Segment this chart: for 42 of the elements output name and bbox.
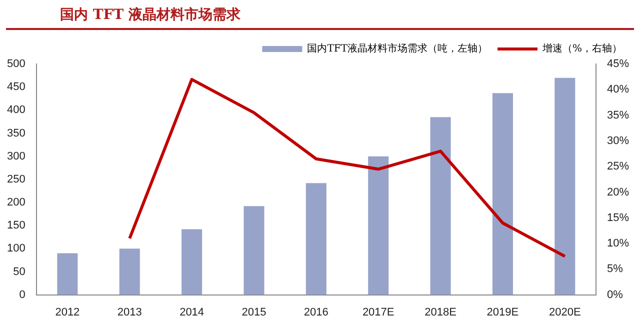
y2-tick-label: 20% [606,186,630,198]
y-tick-label: 250 [6,173,26,186]
y-tick-label: 100 [6,242,26,255]
bar [554,78,576,295]
y2-tick-label: 0% [606,288,624,301]
x-tick-label: 2013 [117,306,142,318]
y-tick-label: 350 [6,127,26,140]
y-tick-label: 500 [6,58,26,70]
y-tick-label: 450 [6,81,26,94]
x-tick-label: 2015 [242,306,266,318]
y-tick-label: 300 [6,150,26,162]
y-tick-label: 50 [13,266,26,278]
y2-tick-label: 15% [606,212,630,224]
bar [57,253,78,295]
y2-tick-label: 35% [606,109,630,122]
x-tick-label: 2016 [304,306,328,318]
x-tick-label: 2020E [548,306,581,318]
bar [430,117,451,295]
x-tick-label: 2014 [180,306,204,318]
y-tick-label: 200 [6,196,26,209]
x-tick-label: 2012 [55,306,80,318]
y2-tick-label: 25% [606,160,630,173]
y2-tick-label: 5% [606,263,624,276]
y-tick-label: 150 [6,220,26,232]
y2-tick-label: 40% [606,84,630,96]
y-tick-label: 400 [6,104,26,116]
legend-label: 增速（%，右轴） [542,42,622,55]
y-tick-label: 0 [19,288,26,301]
bar [182,229,202,295]
y2-tick-label: 30% [606,134,630,147]
bar [368,156,389,295]
chart-title: 国内 TFT 液晶材料市场需求 [60,6,241,24]
bar [492,93,513,295]
bar [119,248,140,295]
x-tick-label: 2017E [362,306,394,318]
y2-tick-label: 45% [606,58,630,70]
bar [244,206,264,295]
bar [306,183,326,295]
legend-label: 国内TFT液晶材料市场需求（吨，左轴） [307,42,488,55]
y2-tick-label: 10% [606,238,630,250]
x-tick-label: 2018E [424,306,456,318]
x-tick-label: 2019E [486,306,519,318]
